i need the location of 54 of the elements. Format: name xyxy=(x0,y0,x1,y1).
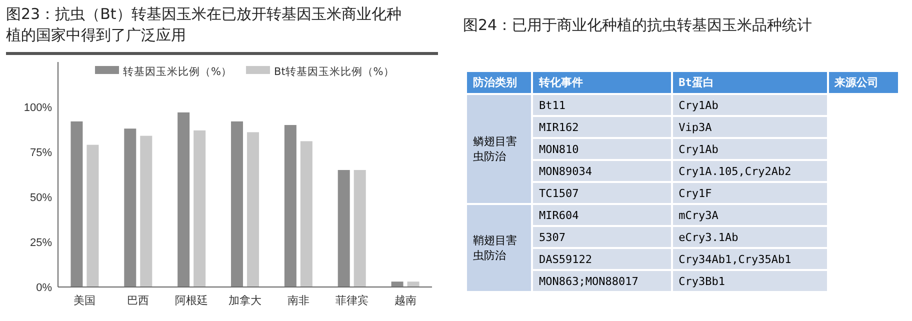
x-tick-label: 南非 xyxy=(287,294,310,307)
bar xyxy=(338,170,350,287)
text: Bt蛋白 xyxy=(672,72,827,93)
text: 转化事件 xyxy=(533,72,671,93)
x-tick-label: 菲律宾 xyxy=(335,294,368,307)
bar xyxy=(247,132,259,287)
text: 鳞翅目害虫防治 xyxy=(467,95,531,203)
text: 5307 xyxy=(533,227,671,247)
text: 鞘翅目害虫防治 xyxy=(467,205,531,291)
text: DAS59122 xyxy=(533,249,671,269)
text: mCry3A xyxy=(672,205,827,225)
text: Vip3A xyxy=(672,117,827,137)
legend-label: Bt转基因玉米比例（%） xyxy=(274,65,394,78)
text: Cry1Ab xyxy=(672,95,827,115)
bar xyxy=(86,144,99,287)
y-tick-label: 0% xyxy=(36,282,52,294)
bar xyxy=(354,170,366,287)
text: MON863;MON88017 xyxy=(533,271,671,291)
bar xyxy=(284,125,296,287)
y-tick-label: 75% xyxy=(30,147,52,159)
text: MON810 xyxy=(533,139,671,159)
text: 图24：已用于商业化种植的抗虫转基因玉米品种统计 xyxy=(463,15,812,36)
bar xyxy=(194,130,206,287)
x-tick-label: 美国 xyxy=(74,294,96,307)
x-tick-label: 巴西 xyxy=(127,294,150,307)
x-tick-label: 阿根廷 xyxy=(175,294,208,307)
text: Cry1F xyxy=(672,183,827,203)
chart-title: 图23：抗虫（Bt）转基因玉米在已放开转基因玉米商业化种植的国家中得到了广泛应用 xyxy=(6,4,402,46)
y-tick-label: 50% xyxy=(30,192,52,204)
bar xyxy=(140,136,152,287)
bar xyxy=(231,121,243,287)
legend-label: 转基因玉米比例（%） xyxy=(123,65,232,78)
y-tick-label: 100% xyxy=(24,102,52,114)
text: TC1507 xyxy=(533,183,671,203)
text: Cry1Ab xyxy=(672,139,827,159)
text: 防治类别 xyxy=(467,72,531,93)
x-tick-label: 越南 xyxy=(394,294,416,307)
text: Bt11 xyxy=(533,95,671,115)
bar xyxy=(391,282,404,287)
bar xyxy=(70,121,83,287)
x-tick-label: 加拿大 xyxy=(228,294,262,307)
text: eCry3.1Ab xyxy=(672,227,827,247)
text: Cry1A.105,Cry2Ab2 xyxy=(672,161,827,181)
bar xyxy=(124,128,136,287)
text: Cry3Bb1 xyxy=(672,271,827,291)
text: MIR604 xyxy=(533,205,671,225)
text: MON89034 xyxy=(533,161,671,181)
bar xyxy=(178,112,190,287)
bar xyxy=(300,141,312,287)
text: MIR162 xyxy=(533,117,671,137)
text: 来源公司 xyxy=(828,72,898,93)
y-tick-label: 25% xyxy=(30,237,52,249)
bar xyxy=(407,282,420,287)
text: Cry34Ab1,Cry35Ab1 xyxy=(672,249,827,269)
